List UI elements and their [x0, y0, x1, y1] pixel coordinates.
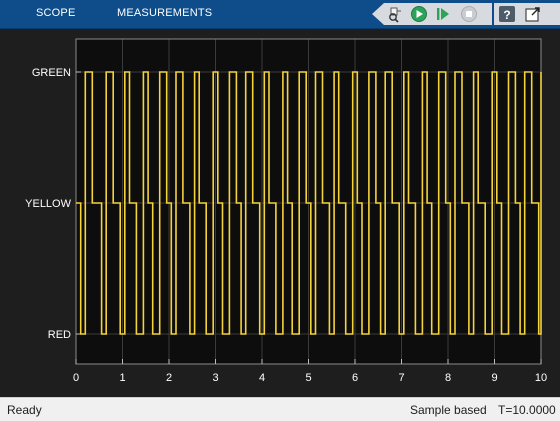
x-tick-label: 7: [398, 372, 404, 384]
highlight-block-icon[interactable]: [386, 5, 404, 23]
status-bar: Ready Sample based T=10.0000: [0, 397, 560, 421]
run-icon[interactable]: [410, 5, 428, 23]
undock-icon[interactable]: [524, 5, 542, 23]
x-tick-label: 4: [259, 372, 265, 384]
y-tick-label: YELLOW: [25, 198, 71, 210]
x-tick-label: 0: [73, 372, 79, 384]
status-ready: Ready: [7, 403, 42, 417]
x-tick-label: 5: [305, 372, 311, 384]
status-sample-mode: Sample based: [410, 403, 487, 417]
toolstrip: SCOPE MEASUREMENTS ?: [0, 0, 560, 29]
x-tick-label: 1: [119, 372, 125, 384]
scope-plot: 0 1 2 3 4 5 6 7 8 9 10 RED YELLOW GREEN: [25, 38, 547, 384]
y-tick-label: GREEN: [32, 67, 71, 79]
x-tick-label: 2: [166, 372, 172, 384]
simulation-toolbar: [372, 3, 492, 25]
x-tick-label: 6: [352, 372, 358, 384]
x-tick-label: 3: [212, 372, 218, 384]
help-toolbar: ?: [494, 3, 560, 25]
tab-measurements[interactable]: MEASUREMENTS: [117, 7, 213, 19]
y-tick-label: RED: [48, 329, 71, 341]
svg-text:?: ?: [503, 8, 510, 22]
step-forward-icon[interactable]: [434, 5, 452, 23]
status-time: T=10.0000: [498, 403, 556, 417]
x-tick-label: 8: [445, 372, 451, 384]
help-icon[interactable]: ?: [498, 5, 516, 23]
x-tick-label: 10: [535, 372, 547, 384]
signal-trace: [76, 71, 542, 335]
scope-canvas: 0 1 2 3 4 5 6 7 8 9 10 RED YELLOW GREEN: [0, 29, 560, 396]
x-tick-label: 9: [491, 372, 497, 384]
stop-icon[interactable]: [460, 5, 478, 23]
tab-scope[interactable]: SCOPE: [36, 7, 76, 19]
